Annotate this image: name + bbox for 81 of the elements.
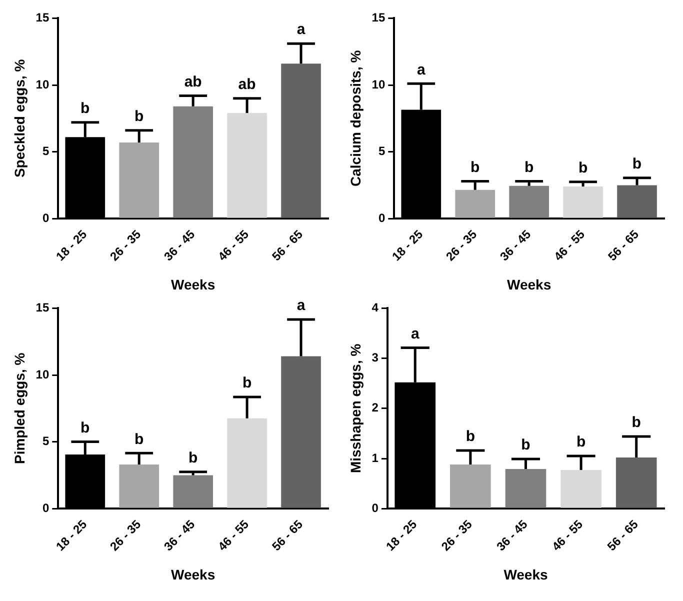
y-tick-label: 15 [36,300,50,315]
annotation: ab [238,76,256,93]
x-tick-label: 56 - 65 [604,517,642,554]
bar [617,185,657,218]
annotation: a [296,297,306,314]
annotation: b [521,436,530,454]
x-tick-label: 18 - 25 [389,227,426,264]
annotation: b [134,108,144,126]
x-tick-label: 56 - 65 [269,517,306,554]
x-axis-title: Weeks [171,566,216,582]
y-tick-label: 0 [372,500,379,515]
annotation: b [576,434,586,451]
bar [616,458,657,508]
annotation: ab [184,73,202,90]
bar [227,418,267,508]
y-axis-title: Calcium deposits, % [347,50,364,186]
y-tick-label: 2 [372,400,379,415]
y-tick-label: 10 [36,77,50,92]
annotation: b [578,160,588,176]
x-axis-title: Weeks [504,566,548,582]
y-tick-label: 4 [372,300,379,315]
y-tick-label: 0 [42,210,50,225]
annotation: b [134,430,144,448]
annotation: b [80,100,90,118]
bar [281,64,321,218]
annotation: b [632,155,642,172]
x-tick-label: 26 - 35 [443,227,480,264]
bar [173,106,213,218]
x-tick-label: 46 - 55 [549,517,586,554]
bar [281,356,321,508]
y-axis-title: Pimpled eggs, % [11,352,28,464]
x-tick-label: 18 - 25 [383,517,420,554]
bar [509,186,549,218]
annotation: b [466,428,476,446]
x-tick-label: 46 - 55 [551,227,588,264]
annotation: a [410,325,420,342]
bar [119,142,160,218]
y-axis-title: Speckled eggs, % [11,58,28,178]
x-tick-label: 56 - 65 [605,227,642,264]
annotation: b [188,450,198,466]
bar [173,475,213,508]
annotation: b [632,414,641,432]
bar [560,470,602,508]
bar [119,464,160,508]
y-tick-label: 5 [378,144,386,158]
y-tick-label: 1 [372,450,379,465]
x-tick-label: 26 - 35 [107,227,144,264]
bar [505,469,546,508]
x-tick-label: 26 - 35 [438,517,476,554]
x-tick-label: 36 - 45 [494,517,530,554]
x-tick-label: 18 - 25 [53,517,90,554]
y-tick-label: 15 [36,10,50,25]
x-tick-label: 56 - 65 [269,227,306,264]
y-tick-label: 0 [42,500,50,515]
y-tick-label: 3 [372,350,379,365]
x-tick-label: 36 - 45 [161,227,198,264]
annotation: a [296,21,306,38]
y-tick-label: 15 [372,10,386,25]
x-tick-label: 26 - 35 [107,517,144,554]
annotation: b [80,419,90,436]
y-axis-title: Misshapen eggs, % [347,343,364,473]
y-tick-label: 5 [42,434,50,448]
x-tick-label: 46 - 55 [215,227,252,264]
annotation: b [242,374,252,392]
annotation: a [416,61,426,78]
y-tick-label: 5 [42,144,50,158]
bar [455,190,496,218]
annotation: b [470,158,480,176]
bar [563,186,603,218]
bar [450,464,491,508]
x-tick-label: 46 - 55 [215,517,252,554]
y-tick-label: 10 [36,367,50,382]
x-tick-label: 18 - 25 [53,227,90,264]
y-tick-label: 10 [372,77,386,92]
y-tick-label: 0 [378,210,386,225]
bar [227,113,267,218]
x-axis-title: Weeks [507,276,552,292]
x-axis-title: Weeks [171,276,216,292]
x-tick-label: 36 - 45 [497,227,534,264]
annotation: b [524,158,534,176]
x-tick-label: 36 - 45 [161,517,198,554]
